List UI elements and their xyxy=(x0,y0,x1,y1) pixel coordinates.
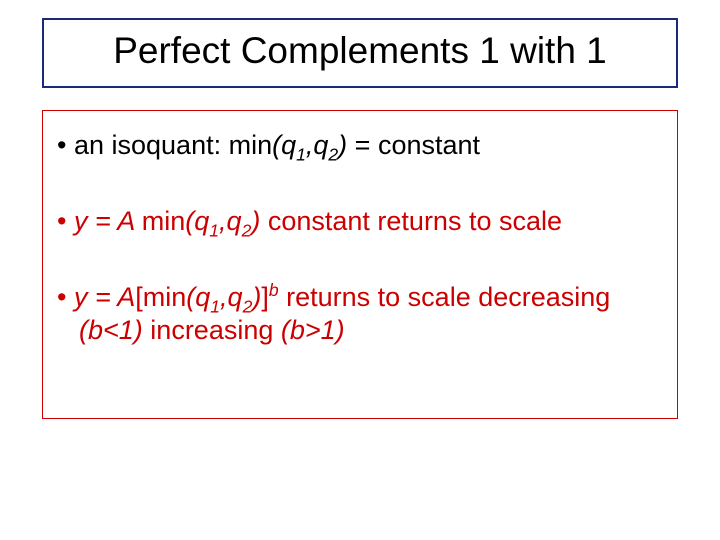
math-lhs: y = A xyxy=(74,282,135,312)
slide: Perfect Complements 1 with 1 • an isoqua… xyxy=(0,0,720,540)
bullet-marker: • xyxy=(57,206,66,236)
bullet-text: an isoquant: min(q1,q2) = constant xyxy=(74,130,480,160)
math-exponent: b xyxy=(269,280,279,300)
bullet-text: y = A min(q1,q2) constant returns to sca… xyxy=(74,206,562,236)
bullet-item: • y = A min(q1,q2) constant returns to s… xyxy=(57,205,663,239)
title-box: Perfect Complements 1 with 1 xyxy=(42,18,678,88)
math-args: (q1,q2) xyxy=(272,130,347,160)
bullet-marker: • xyxy=(57,282,66,312)
text-segment: returns to scale decreasing xyxy=(279,282,611,312)
bullet-item: • an isoquant: min(q1,q2) = constant xyxy=(57,129,663,163)
math-args: (q1,q2) xyxy=(186,282,261,312)
math-lhs: y = A xyxy=(74,206,142,236)
math-args: (q1,q2) xyxy=(185,206,260,236)
math-condition: (b>1) xyxy=(281,315,345,345)
text-segment: an isoquant: min xyxy=(74,130,272,160)
bullet-text: y = A[min(q1,q2)]b returns to scale decr… xyxy=(74,282,610,346)
text-segment: ] xyxy=(261,282,269,312)
text-segment: = constant xyxy=(347,130,480,160)
bullet-marker: • xyxy=(57,130,66,160)
text-segment: min xyxy=(142,206,186,236)
bullet-item: • y = A[min(q1,q2)]b returns to scale de… xyxy=(57,281,663,349)
text-segment: increasing xyxy=(143,315,281,345)
text-segment: constant returns to scale xyxy=(260,206,562,236)
math-condition: (b<1) xyxy=(79,315,143,345)
text-segment: [min xyxy=(135,282,186,312)
slide-title: Perfect Complements 1 with 1 xyxy=(52,30,668,72)
body-box: • an isoquant: min(q1,q2) = constant • y… xyxy=(42,110,678,419)
